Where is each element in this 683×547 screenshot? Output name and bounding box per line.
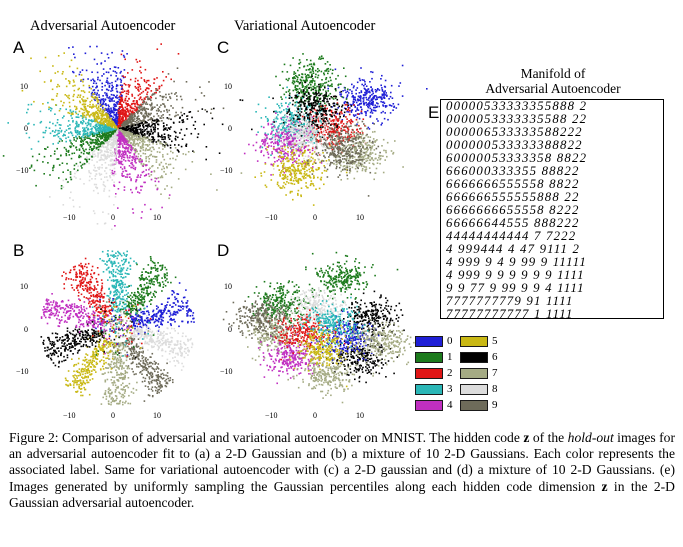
tick-d-y0: 0: [228, 325, 232, 334]
manifold-title-line1: Manifold of: [520, 66, 586, 81]
panel-label-a: A: [13, 38, 25, 57]
tick-d-x-10: −10: [265, 411, 278, 420]
variational-title: Variational Autoencoder: [234, 18, 376, 34]
manifold-row: 44444444444 7 7222: [446, 230, 577, 243]
legend-swatch: [460, 336, 488, 347]
tick-c-x10: 10: [356, 213, 364, 222]
manifold-row: 666000333355 88822: [446, 165, 580, 178]
manifold-row: 4 999 9 4 9 99 9 11111: [446, 256, 587, 269]
caption-text-1: Comparison of adversarial and variationa…: [58, 430, 524, 445]
legend-swatch: [415, 352, 443, 363]
tick-d-x0: 0: [313, 411, 317, 420]
tick-b-x0: 0: [111, 411, 115, 420]
tick-b-x-10: −10: [63, 411, 76, 420]
manifold-row: 77777777777 1 1111: [446, 308, 574, 319]
manifold-row: 000006533333588222: [446, 126, 583, 139]
tick-d-y-10: −10: [220, 367, 233, 376]
tick-b-y10: 10: [20, 282, 28, 291]
manifold-row: 000000533333388822: [446, 139, 583, 152]
legend-swatch: [415, 368, 443, 379]
scatter-plot-d: [222, 251, 415, 404]
manifold-title-line2: Adversarial Autoencoder: [485, 81, 621, 96]
legend-label: 7: [492, 367, 498, 379]
legend-swatch: [460, 352, 488, 363]
legend-label: 9: [492, 399, 498, 411]
tick-a-y-10: −10: [16, 166, 29, 175]
tick-c-y-10: −10: [220, 166, 233, 175]
legend-label: 3: [447, 383, 453, 395]
legend-label: 0: [447, 335, 453, 347]
panel-label-b: B: [13, 241, 25, 260]
caption-text-4: in the 2-D Gaussian adversarial autoenco…: [9, 478, 675, 510]
manifold-digit-grid: 00000533333355888 2 0000053333335588 22 00…: [440, 99, 664, 319]
legend-swatch: [415, 384, 443, 395]
legend-label: 6: [492, 351, 498, 363]
caption-symbol-z2: z: [601, 478, 608, 494]
legend-swatch: [460, 368, 488, 379]
legend-label: 1: [447, 351, 453, 363]
figure-caption: Figure 2: Comparison of adversarial and …: [9, 430, 675, 511]
manifold-title: Manifold of Adversarial Autoencoder: [463, 66, 643, 96]
manifold-row: 4 999444 4 47 9111 2: [446, 243, 581, 256]
manifold-row: 60000053333358 8822: [446, 152, 588, 165]
tick-d-x10: 10: [356, 411, 364, 420]
legend-label: 2: [447, 367, 453, 379]
tick-a-x10: 10: [153, 213, 161, 222]
tick-b-y-10: −10: [16, 367, 29, 376]
caption-holdout: hold-out: [567, 430, 614, 445]
scatter-plot-b: [40, 250, 195, 406]
tick-c-x-10: −10: [265, 213, 278, 222]
manifold-row: 9 9 77 9 99 9 9 4 1111: [446, 282, 585, 295]
legend-swatch: [415, 400, 443, 411]
tick-c-y0: 0: [228, 124, 232, 133]
manifold-row: 6666666555558 8822: [446, 178, 580, 191]
manifold-row: 4 999 9 9 9 9 9 9 1111: [446, 269, 585, 282]
panel-label-c: C: [217, 38, 230, 57]
manifold-row: 6666666655558 8222: [446, 204, 580, 217]
tick-c-x0: 0: [313, 213, 317, 222]
adversarial-title: Adversarial Autoencoder: [30, 18, 176, 34]
panel-label-e: E: [428, 103, 440, 122]
legend-swatch: [460, 400, 488, 411]
manifold-row: 0000053333335588 22: [446, 113, 588, 126]
caption-symbol-z1: z: [523, 430, 530, 445]
panel-label-d: D: [217, 241, 230, 260]
tick-a-y0: 0: [24, 124, 28, 133]
caption-figure-label: Figure 2:: [9, 430, 59, 445]
caption-text-2: of the: [529, 430, 568, 445]
manifold-row: 666666555555888 22: [446, 191, 580, 204]
legend-label: 5: [492, 335, 498, 347]
manifold-row: 66666644555 888222: [446, 217, 580, 230]
manifold-row: 00000533333355888 2: [446, 100, 588, 113]
tick-b-x10: 10: [153, 411, 161, 420]
tick-a-y10: 10: [20, 82, 28, 91]
legend-label: 4: [447, 399, 453, 411]
legend-swatch: [415, 336, 443, 347]
legend-label: 8: [492, 383, 498, 395]
tick-b-y0: 0: [24, 325, 28, 334]
tick-c-y10: 10: [224, 82, 232, 91]
manifold-row: 7777777779 91 1111: [446, 295, 574, 308]
tick-a-x0: 0: [111, 213, 115, 222]
scatter-plot-a: [2, 43, 253, 231]
tick-a-x-10: −10: [63, 213, 76, 222]
tick-d-y10: 10: [224, 282, 232, 291]
caption-text-3: images for an adversarial autoencoder fi…: [9, 430, 675, 494]
scatter-plot-c: [243, 53, 428, 206]
legend-swatch: [460, 384, 488, 395]
